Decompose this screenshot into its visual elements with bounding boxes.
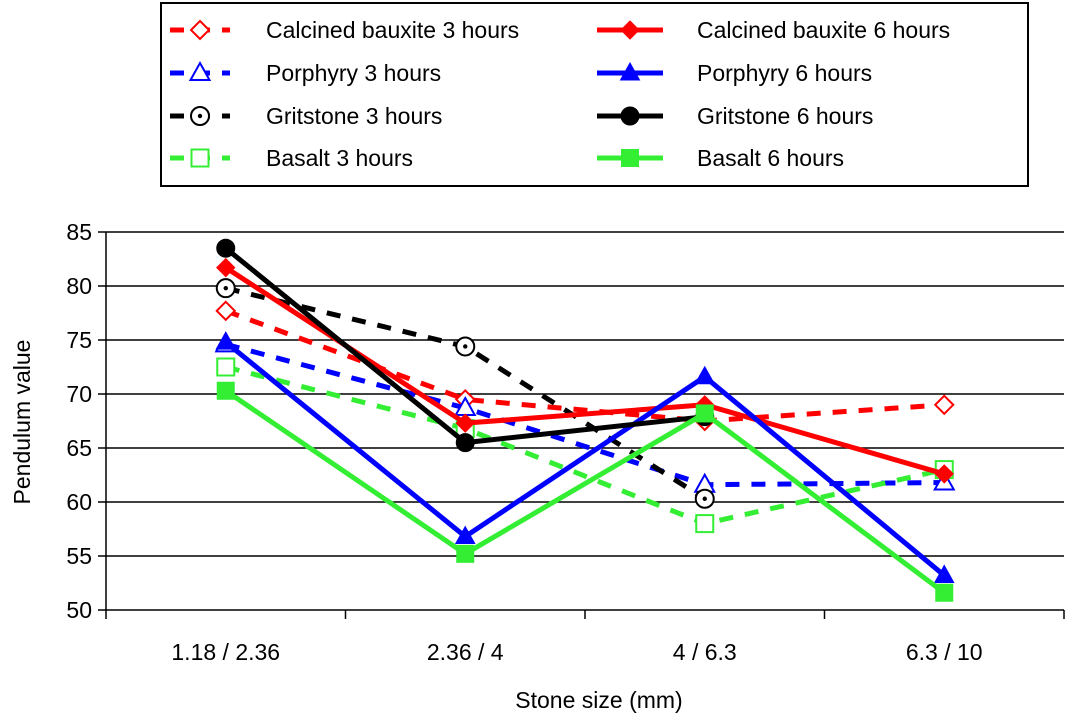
- legend-entry: Basalt 6 hours: [597, 145, 844, 171]
- data-point: [216, 257, 236, 278]
- x-tick-label: 4 / 6.3: [673, 639, 737, 665]
- data-point: [190, 148, 210, 168]
- data-point: [455, 413, 475, 433]
- series-calcined-bauxite-3-hours: [215, 300, 955, 432]
- legend-entry: Porphyry 6 hours: [597, 60, 872, 86]
- series-basalt-6-hours: [216, 381, 954, 602]
- legend-label: Gritstone 3 hours: [266, 103, 442, 129]
- data-point: [216, 357, 236, 377]
- legend-entry: Calcined bauxite 6 hours: [597, 17, 950, 43]
- data-point: [215, 331, 237, 350]
- y-tick-label: 60: [66, 489, 92, 515]
- data-point-center: [223, 285, 228, 291]
- legend-box: [160, 2, 1029, 187]
- legend-entry: Calcined bauxite 3 hours: [170, 17, 519, 43]
- x-tick-label: 6.3 / 10: [906, 639, 983, 665]
- y-tick-label: 85: [66, 219, 92, 245]
- legend-entry: Gritstone 3 hours: [170, 103, 442, 129]
- axes: 50 55 60 65 70 75 80 85 1.18 / 2.36 2.36 / 4 4 / 6…: [66, 219, 1065, 665]
- y-tick-label: 80: [66, 273, 92, 299]
- y-tick-label: 55: [66, 543, 92, 569]
- data-point-center: [463, 344, 468, 349]
- data-point: [695, 404, 714, 423]
- legend-entry: Porphyry 3 hours: [170, 60, 441, 86]
- legend-label: Basalt 3 hours: [266, 145, 413, 171]
- y-tick-label: 75: [66, 327, 92, 353]
- data-point: [455, 433, 475, 453]
- data-point: [216, 238, 236, 258]
- data-point: [935, 583, 954, 602]
- data-point-center: [702, 496, 707, 501]
- x-tick-label: 2.36 / 4: [427, 639, 504, 665]
- legend-entry: Basalt 3 hours: [170, 145, 413, 171]
- data-point: [188, 60, 212, 81]
- series-line: [224, 340, 946, 578]
- legend-label: Calcined bauxite 3 hours: [266, 17, 519, 43]
- series-line: [225, 364, 945, 527]
- data-point: [456, 544, 475, 563]
- data-point: [215, 300, 237, 322]
- y-tick-label: 70: [66, 381, 92, 407]
- data-point: [933, 394, 955, 416]
- series-porphyry-6-hours: [215, 331, 955, 583]
- data-point: [620, 106, 640, 126]
- grid: [106, 231, 1064, 557]
- data-point: [933, 564, 955, 583]
- data-point: [620, 20, 640, 40]
- y-tick-label: 65: [66, 435, 92, 461]
- data-point: [619, 61, 641, 81]
- legend-label: Gritstone 6 hours: [697, 103, 873, 129]
- y-axis-title: Pendulum value: [9, 340, 35, 505]
- data-point: [189, 19, 211, 41]
- y-tick-label: 50: [66, 597, 92, 623]
- data-point-center: [197, 113, 203, 119]
- data-point: [695, 514, 715, 534]
- legend-label: Calcined bauxite 6 hours: [697, 17, 950, 43]
- legend-label: Basalt 6 hours: [697, 145, 844, 171]
- series-line: [225, 341, 945, 488]
- x-tick-label: 1.18 / 2.36: [171, 639, 280, 665]
- data-point: [216, 381, 235, 400]
- legend-label: Porphyry 6 hours: [697, 60, 872, 86]
- legend-entry: Gritstone 6 hours: [597, 103, 873, 129]
- series-gritstone-3-hours: [215, 278, 715, 509]
- data-point: [694, 365, 716, 385]
- legend: Calcined bauxite 3 hours Calcined bauxite…: [160, 2, 1029, 187]
- x-axis-title: Stone size (mm): [515, 687, 682, 713]
- series-layer: [214, 238, 956, 602]
- series-line: [224, 388, 946, 595]
- data-point: [621, 149, 639, 167]
- data-point: [454, 525, 476, 545]
- legend-label: Porphyry 3 hours: [266, 60, 441, 86]
- data-point: [934, 464, 954, 484]
- series-line: [224, 308, 945, 424]
